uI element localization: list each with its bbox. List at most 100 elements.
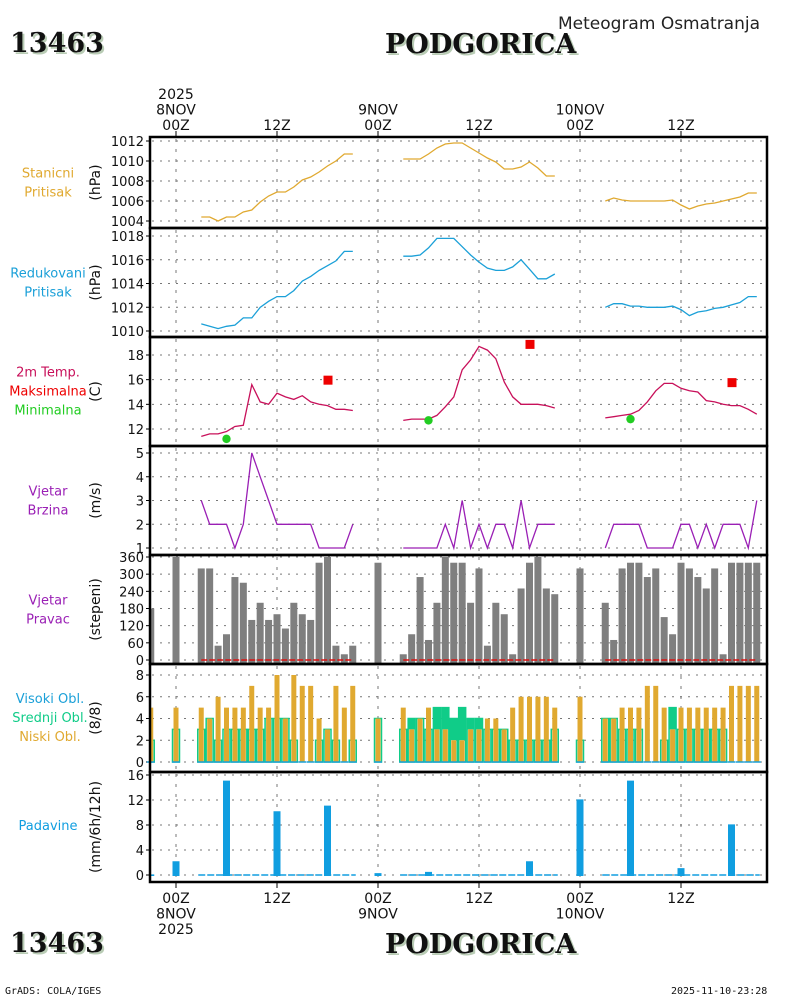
wind-direction-bar	[660, 617, 668, 663]
wind-direction-bar	[374, 562, 382, 663]
panel-frame	[148, 135, 769, 230]
y-tick-label: 120	[119, 620, 144, 635]
wind-direction-bar	[265, 619, 273, 663]
low-cloud-bar	[745, 685, 751, 762]
bottom-axis-label: 9NOV	[358, 907, 398, 923]
y-axis-label: (mm/6h/12h)	[88, 781, 104, 873]
wind-direction-bar	[711, 568, 719, 663]
y-tick-label: 4	[136, 844, 144, 859]
precip-bar	[374, 873, 382, 876]
mid-cloud-fill	[408, 718, 416, 730]
bottom-axis-label: 12Z	[667, 891, 694, 907]
wind-direction-bar	[231, 577, 239, 663]
mid-cloud-fill	[669, 707, 677, 730]
wind-direction-bar	[214, 645, 222, 663]
wind-direction-bar	[610, 639, 618, 663]
y-tick-label: 60	[127, 637, 144, 652]
precip-bar	[223, 780, 230, 876]
top-axis-label: 00Z	[162, 118, 189, 134]
y-axis-label: (C)	[88, 381, 104, 402]
wind-direction-bar	[349, 645, 357, 663]
mid-cloud-fill	[475, 718, 483, 730]
y-tick-label: 1012	[111, 135, 144, 150]
panel-label-line: Minimalna	[14, 404, 81, 419]
precip-bar	[728, 824, 735, 876]
low-cloud-bar	[198, 707, 204, 762]
panel-label-line: Redukovani	[10, 267, 85, 282]
low-cloud-bar	[215, 696, 221, 762]
y-tick-label: 12	[127, 423, 144, 438]
low-cloud-bar	[493, 718, 499, 762]
top-axis-label: 10NOV	[556, 103, 605, 119]
panel-label-line: 2m Temp.	[16, 366, 80, 381]
wind-direction-bar	[744, 562, 752, 663]
y-tick-label: 1010	[111, 155, 144, 170]
top-axis-label: 12Z	[667, 118, 694, 134]
chart-subtitle: Meteogram Osmatranja	[558, 14, 761, 34]
low-cloud-bar	[308, 685, 314, 762]
low-cloud-bar	[712, 707, 718, 762]
low-cloud-bar	[501, 729, 507, 762]
y-tick-label: 4	[136, 471, 144, 486]
wind-direction-bar	[643, 577, 651, 663]
precip-bar	[677, 868, 685, 876]
low-cloud-bar	[737, 685, 743, 762]
tmax-marker	[525, 339, 535, 349]
wind-direction-bar	[273, 614, 281, 663]
y-tick-label: 12	[127, 794, 144, 809]
bottom-axis-label: 00Z	[162, 891, 189, 907]
low-cloud-bar	[619, 707, 625, 762]
low-cloud-bar	[636, 707, 642, 762]
y-tick-label: 0	[136, 654, 144, 669]
wind-direction-bar	[450, 562, 458, 663]
low-cloud-bar	[341, 707, 347, 762]
y-tick-label: 8	[136, 819, 144, 834]
mid-cloud-fill	[467, 718, 475, 730]
precip-bar	[150, 874, 155, 876]
top-axis-label: 2025	[158, 87, 194, 103]
wind-direction-bar	[492, 602, 500, 663]
y-tick-label: 6	[136, 691, 144, 706]
bottom-axis-label: 2025	[158, 922, 194, 938]
wind-direction-bar	[467, 602, 475, 663]
y-tick-label: 4	[136, 713, 144, 728]
y-tick-label: 5	[136, 447, 144, 462]
panel-frame	[148, 770, 769, 884]
wind-direction-bar	[307, 619, 315, 663]
wind-direction-bar	[601, 602, 609, 663]
wind-direction-bar	[669, 634, 677, 663]
low-cloud-bar	[417, 718, 423, 762]
wind-direction-bar	[618, 568, 626, 663]
y-tick-label: 1016	[111, 254, 144, 269]
top-axis-label: 8NOV	[156, 103, 196, 119]
wind-direction-bar	[635, 562, 643, 663]
wind-direction-bar	[685, 568, 693, 663]
low-cloud-bar	[484, 718, 490, 762]
low-cloud-bar	[232, 707, 238, 762]
y-tick-label: 1012	[111, 301, 144, 316]
precip-bar	[324, 805, 331, 876]
wind-direction-bar	[728, 562, 735, 663]
panel-frame	[148, 444, 769, 557]
tmin-marker	[424, 416, 433, 425]
wind-direction-bar	[475, 568, 483, 663]
low-cloud-bar	[434, 729, 440, 762]
low-cloud-bar	[661, 707, 667, 762]
wind-direction-bar	[509, 654, 517, 663]
wind-direction-bar	[736, 562, 744, 663]
low-cloud-bar	[150, 707, 154, 762]
wind-direction-bar	[719, 654, 727, 663]
low-cloud-bar	[257, 707, 263, 762]
wind-direction-bar	[223, 634, 230, 663]
wind-direction-bar	[441, 557, 449, 663]
wind-direction-bar	[399, 654, 407, 663]
y-tick-label: 3	[136, 495, 144, 510]
low-cloud-bar	[400, 707, 406, 762]
low-cloud-bar	[350, 685, 356, 762]
panel-label-line: Brzina	[28, 504, 69, 519]
low-cloud-bar	[670, 729, 676, 762]
y-tick-label: 1004	[111, 215, 144, 230]
y-tick-label: 1010	[111, 325, 144, 340]
precip-bar	[576, 799, 584, 876]
